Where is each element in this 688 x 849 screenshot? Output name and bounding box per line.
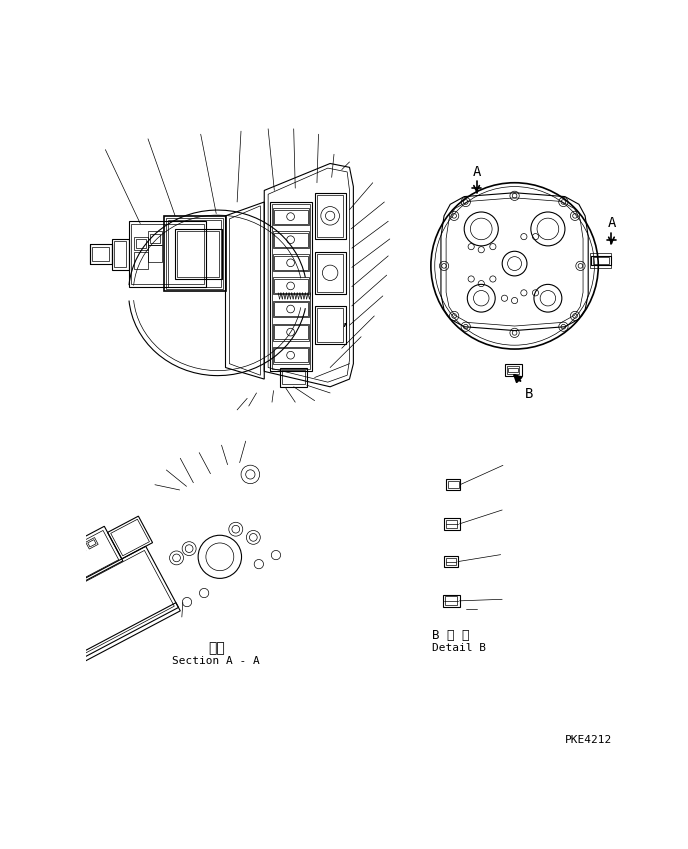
Text: Section A - A: Section A - A [172,656,260,666]
Bar [507,366,519,374]
Bar [447,558,455,565]
Bar [508,368,517,372]
Bar [148,245,162,262]
Bar [593,257,609,263]
Bar [131,223,204,284]
Bar [92,247,109,261]
Bar [317,255,343,292]
Text: B: B [525,387,533,402]
Bar [111,239,129,270]
Bar [175,229,222,279]
Bar [178,231,219,277]
Bar [447,479,460,490]
Bar [275,210,308,223]
Text: ,: , [340,314,349,329]
Bar [272,346,309,363]
Bar [272,278,309,295]
Bar [272,205,310,369]
Bar [447,520,458,528]
Text: B 詳 細: B 詳 細 [433,629,470,643]
Bar [272,301,309,318]
Bar [275,348,308,363]
Bar [272,255,309,272]
Bar [591,256,611,265]
Bar [314,193,345,239]
Bar [272,208,309,225]
Bar [275,256,308,270]
Bar [445,596,458,604]
Bar [275,233,308,247]
Bar [317,195,343,237]
Text: PKE4212: PKE4212 [565,734,612,745]
Bar [168,221,221,287]
Bar [280,368,307,387]
Bar [444,518,460,530]
Bar [90,245,111,263]
Bar [317,308,343,342]
Bar [129,222,206,287]
Bar [164,216,226,291]
Bar [166,218,223,289]
Bar [114,241,127,267]
Bar [270,202,312,371]
Bar [448,481,459,488]
Bar [136,239,146,248]
Bar [134,237,148,250]
Bar [314,252,345,295]
Bar [275,302,308,316]
Bar [282,370,305,385]
Text: A: A [608,216,616,230]
Bar [590,253,612,268]
Bar [442,594,460,607]
Text: A: A [473,165,481,179]
Text: Detail B: Detail B [433,643,486,653]
Text: 断面: 断面 [208,642,224,655]
Bar [504,363,522,376]
Bar [148,231,162,245]
Bar [272,231,309,248]
Bar [275,325,308,339]
Bar [314,306,345,345]
Bar [150,233,160,243]
Bar [272,323,309,340]
Bar [444,556,458,567]
Bar [134,252,148,269]
Bar [275,279,308,293]
